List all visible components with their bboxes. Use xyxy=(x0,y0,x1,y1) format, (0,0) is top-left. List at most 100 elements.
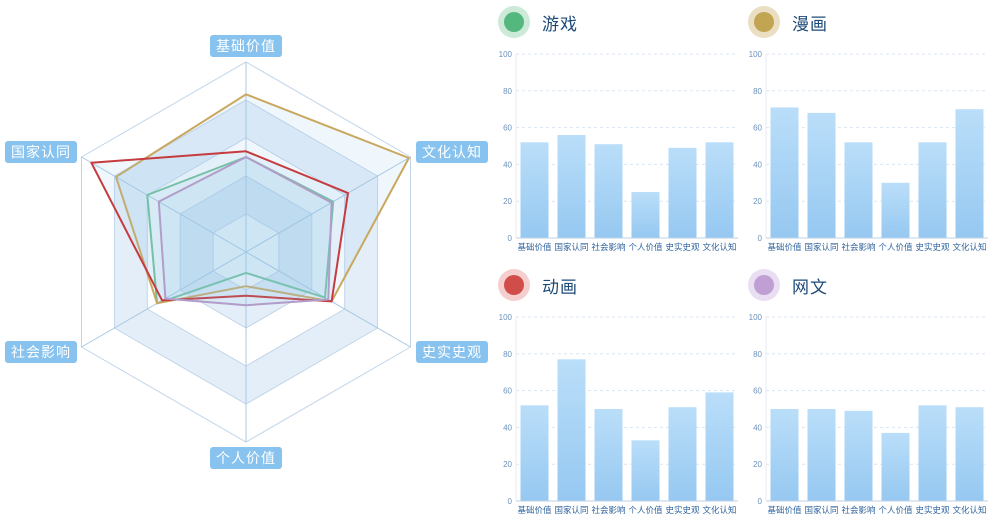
y-tick-label: 80 xyxy=(753,87,762,96)
series-marker-icon xyxy=(498,269,530,301)
category-label: 史实史观 xyxy=(665,242,700,252)
radar-axis-label: 史实史观 xyxy=(416,341,488,363)
category-label: 个人价值 xyxy=(628,505,663,515)
y-tick-label: 60 xyxy=(753,387,762,396)
bar-panel-wangwen: 网文 0 20 40 60 80 100 基础价值 国家认同 社会影响 个人价值 史实史观 文化认知 xyxy=(742,265,992,525)
legend-label: 动画 xyxy=(542,277,578,297)
bar xyxy=(918,405,947,501)
bar-chart: 0 20 40 60 80 100 基础价值 国家认同 社会影响 个人价值 史实史观 文化认知 xyxy=(499,313,738,515)
y-tick-label: 60 xyxy=(503,124,512,133)
bar-panel-manhua: 漫画 0 20 40 60 80 100 基础价值 国家认同 社会影响 个人价值 史实史观 文化认知 xyxy=(742,2,992,262)
legend-label: 漫画 xyxy=(792,14,828,34)
bar-charts-grid: 游戏 0 20 40 60 80 100 基础价值 国家认同 社会影响 个人价值 史实史观 文化认知 … xyxy=(490,0,1000,526)
y-tick-label: 0 xyxy=(508,497,513,506)
radar-chart xyxy=(81,61,411,443)
legend: 动画 xyxy=(492,265,742,305)
category-label: 基础价值 xyxy=(517,505,552,515)
category-label: 国家认同 xyxy=(804,505,838,515)
radar-axis-label: 国家认同 xyxy=(5,141,77,163)
bar-chart: 0 20 40 60 80 100 基础价值 国家认同 社会影响 个人价值 史实史观 文化认知 xyxy=(749,313,988,515)
bar xyxy=(955,407,984,501)
category-label: 史实史观 xyxy=(915,242,950,252)
radar-series-0 xyxy=(146,156,335,305)
radar-spoke xyxy=(81,156,247,253)
bar xyxy=(631,192,660,238)
bar xyxy=(594,409,623,501)
y-tick-label: 20 xyxy=(753,197,762,206)
y-tick-label: 100 xyxy=(499,313,513,322)
y-tick-label: 100 xyxy=(749,50,763,59)
y-tick-label: 0 xyxy=(508,234,513,243)
category-label: 个人价值 xyxy=(878,242,913,252)
series-marker-icon xyxy=(748,269,780,301)
bar xyxy=(668,407,697,501)
y-tick-label: 60 xyxy=(753,124,762,133)
radar-series-3 xyxy=(157,156,333,307)
bar xyxy=(881,182,910,238)
category-label: 史实史观 xyxy=(915,505,950,515)
y-tick-label: 60 xyxy=(503,387,512,396)
bar xyxy=(668,147,697,238)
y-tick-label: 40 xyxy=(503,160,512,169)
series-marker-icon xyxy=(498,6,530,38)
category-label: 社会影响 xyxy=(591,505,625,515)
bar xyxy=(557,135,586,238)
bar-panel-donghua: 动画 0 20 40 60 80 100 基础价值 国家认同 社会影响 个人价值 史实史观 文化认知 xyxy=(492,265,742,525)
bar xyxy=(631,440,660,501)
y-tick-label: 40 xyxy=(753,160,762,169)
legend-label: 网文 xyxy=(792,277,828,297)
bar xyxy=(520,142,549,238)
category-label: 基础价值 xyxy=(767,242,802,252)
bar xyxy=(918,142,947,238)
category-label: 文化认知 xyxy=(952,242,986,252)
legend-label: 游戏 xyxy=(542,14,578,34)
y-tick-label: 20 xyxy=(503,197,512,206)
bar xyxy=(520,405,549,501)
y-tick-label: 100 xyxy=(499,50,513,59)
y-tick-label: 80 xyxy=(503,350,512,359)
category-label: 国家认同 xyxy=(554,505,588,515)
category-label: 社会影响 xyxy=(591,242,625,252)
category-label: 史实史观 xyxy=(665,505,700,515)
bar xyxy=(594,144,623,238)
bar xyxy=(881,432,910,501)
y-tick-label: 0 xyxy=(758,234,763,243)
series-marker-icon xyxy=(748,6,780,38)
bar xyxy=(955,109,984,238)
legend: 游戏 xyxy=(492,2,742,42)
radar-axis-label: 个人价值 xyxy=(210,447,282,469)
legend: 网文 xyxy=(742,265,992,305)
radar-axis-label: 社会影响 xyxy=(5,341,77,363)
bar xyxy=(844,142,873,238)
category-label: 文化认知 xyxy=(702,505,736,515)
radar-panel: 基础价值 文化认知 史实史观 个人价值 社会影响 国家认同 xyxy=(0,0,490,526)
y-tick-label: 80 xyxy=(753,350,762,359)
bar-chart: 0 20 40 60 80 100 基础价值 国家认同 社会影响 个人价值 史实史观 文化认知 xyxy=(499,50,738,252)
bar xyxy=(807,112,836,238)
category-label: 国家认同 xyxy=(554,242,588,252)
category-label: 个人价值 xyxy=(878,505,913,515)
bar xyxy=(844,410,873,501)
bar-chart: 0 20 40 60 80 100 基础价值 国家认同 社会影响 个人价值 史实史观 文化认知 xyxy=(749,50,988,252)
y-tick-label: 20 xyxy=(503,460,512,469)
y-tick-label: 40 xyxy=(753,423,762,432)
y-tick-label: 20 xyxy=(753,460,762,469)
radar-axis-label: 基础价值 xyxy=(210,35,282,57)
y-tick-label: 40 xyxy=(503,423,512,432)
category-label: 基础价值 xyxy=(767,505,802,515)
y-tick-label: 80 xyxy=(503,87,512,96)
category-label: 国家认同 xyxy=(804,242,838,252)
category-label: 文化认知 xyxy=(952,505,986,515)
bar xyxy=(770,107,799,239)
radar-series-1 xyxy=(115,93,410,305)
y-tick-label: 0 xyxy=(758,497,763,506)
category-label: 社会影响 xyxy=(841,242,875,252)
category-label: 社会影响 xyxy=(841,505,875,515)
category-label: 文化认知 xyxy=(702,242,736,252)
bar xyxy=(705,142,734,238)
bar xyxy=(807,409,836,501)
legend: 漫画 xyxy=(742,2,992,42)
category-label: 个人价值 xyxy=(628,242,663,252)
radar-spoke xyxy=(245,156,411,253)
